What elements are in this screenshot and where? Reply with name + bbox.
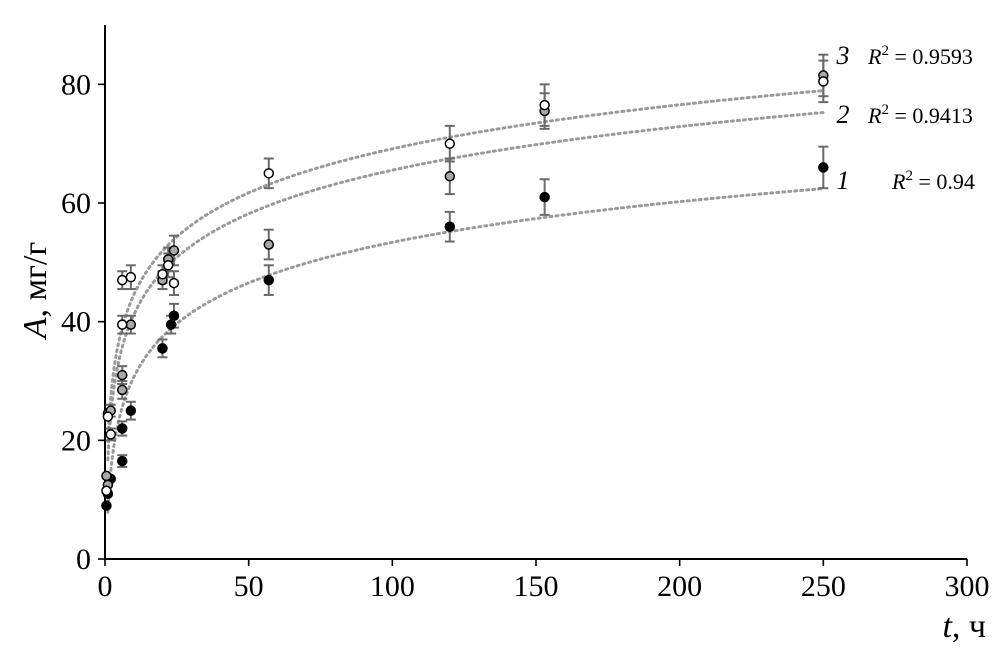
- point-series-2: [125, 319, 137, 330]
- y-axis-var: A: [17, 317, 54, 340]
- point-series-2: [263, 239, 275, 250]
- y-tick-label: 60: [61, 187, 91, 220]
- point-series-3: [101, 485, 112, 497]
- point-series-1: [101, 500, 112, 511]
- point-series-1: [818, 162, 829, 173]
- r2-symbol: R: [867, 44, 882, 69]
- y-axis-title: A, мг/г: [17, 242, 54, 341]
- point-series-3: [102, 411, 114, 422]
- y-tick-label: 80: [61, 68, 91, 101]
- x-tick-label: 100: [370, 570, 415, 603]
- point-series-3: [157, 268, 168, 280]
- point-series-1: [125, 405, 137, 416]
- r2-value: = 0.9593: [889, 44, 973, 69]
- point-series-3: [818, 76, 829, 87]
- point-series-3: [116, 274, 128, 286]
- x-tick-label: 300: [945, 570, 990, 603]
- r2-value: = 0.94: [913, 169, 975, 194]
- r2-superscript: 2: [905, 168, 913, 184]
- point-series-3: [444, 138, 456, 149]
- y-tick-label: 0: [76, 543, 91, 576]
- point-series-2: [168, 245, 180, 256]
- x-axis-unit: , ч: [952, 608, 986, 645]
- point-series-1: [157, 343, 168, 354]
- point-series-3: [105, 429, 116, 440]
- x-tick-label: 150: [514, 570, 559, 603]
- point-series-3: [168, 277, 180, 289]
- point-series-2: [116, 369, 128, 381]
- r2-annotation-3: R2 = 0.9593: [867, 43, 973, 69]
- point-series-1: [165, 319, 177, 330]
- series-label-1: 1: [837, 166, 850, 195]
- series-label-2: 2: [837, 100, 850, 129]
- r2-annotation-2: R2 = 0.9413: [867, 102, 973, 128]
- y-tick-label: 40: [61, 306, 91, 339]
- point-series-1: [168, 310, 180, 321]
- point-series-1: [263, 274, 275, 286]
- x-tick-label: 200: [657, 570, 702, 603]
- y-ticks: 0 20 40 60 80: [61, 68, 105, 576]
- r2-superscript: 2: [881, 43, 889, 59]
- series-label-3: 3: [836, 41, 850, 70]
- x-tick-label: 250: [801, 570, 846, 603]
- point-series-3: [263, 168, 275, 179]
- r2-symbol: R: [867, 103, 882, 128]
- y-axis-unit: , мг/г: [17, 242, 54, 318]
- data-points: [101, 70, 829, 511]
- x-tick-label: 50: [234, 570, 264, 603]
- x-ticks: 0 50 100 150 200 250 300: [98, 559, 990, 603]
- trendline-series-3: [106, 89, 825, 443]
- x-axis-var: t: [942, 608, 953, 645]
- point-series-2: [116, 384, 128, 396]
- trendlines: [106, 89, 825, 514]
- point-series-3: [162, 260, 174, 271]
- r2-value: = 0.9413: [889, 103, 973, 128]
- point-series-1: [116, 423, 128, 434]
- point-series-1: [539, 191, 550, 203]
- trendline-series-1: [106, 187, 825, 514]
- r2-annotation-1: R2 = 0.94: [891, 168, 975, 194]
- point-series-1: [444, 221, 456, 232]
- r2-superscript: 2: [881, 102, 889, 118]
- point-series-2: [444, 171, 456, 182]
- r2-symbol: R: [891, 169, 906, 194]
- error-bars: [105, 53, 829, 469]
- point-series-3: [125, 271, 137, 283]
- x-axis-title: t, ч: [942, 608, 986, 645]
- y-tick-label: 20: [61, 424, 91, 457]
- point-series-3: [116, 319, 128, 330]
- point-series-2: [101, 470, 112, 482]
- point-series-3: [539, 99, 550, 111]
- x-tick-label: 0: [98, 570, 113, 603]
- trendline-series-2: [106, 111, 825, 462]
- point-series-1: [116, 455, 128, 467]
